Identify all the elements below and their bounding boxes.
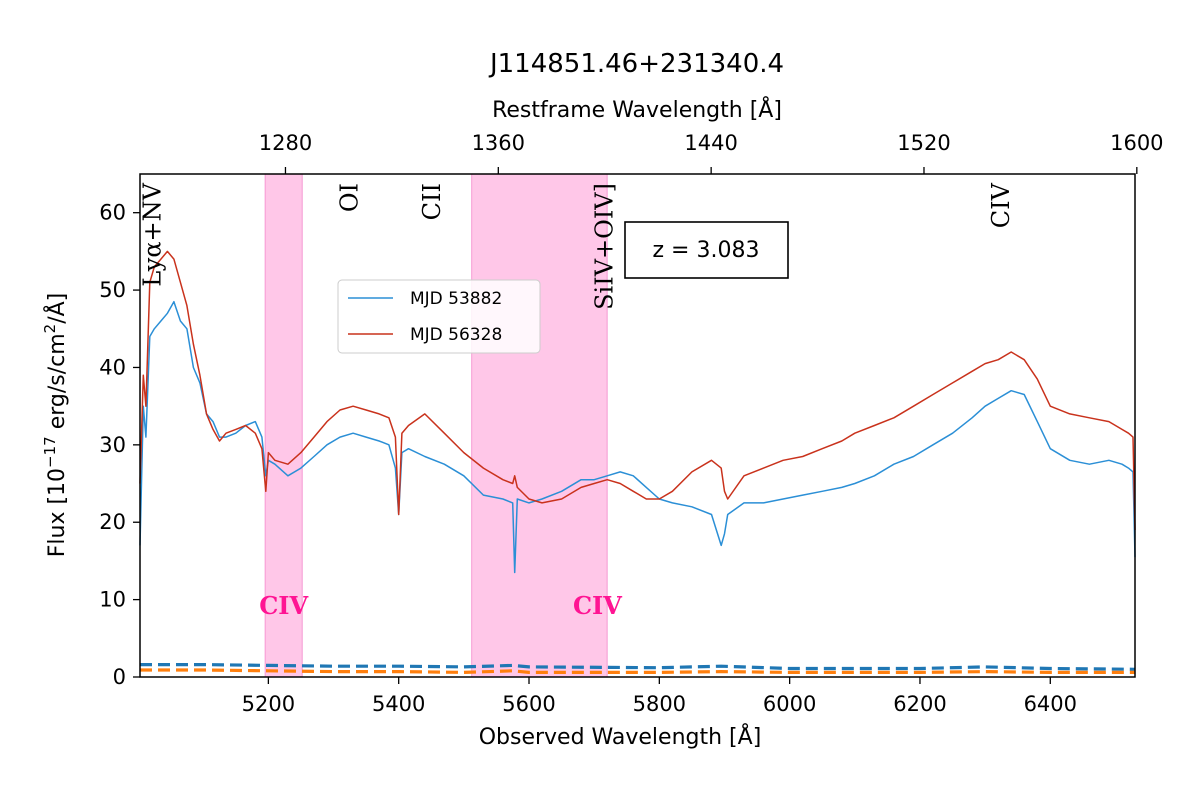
emission-label-cii: CII — [418, 183, 446, 220]
y-tick-label-50: 50 — [99, 278, 126, 302]
top-axis-label: Restframe Wavelength [Å] — [492, 96, 782, 123]
x-tick-label-6000: 6000 — [763, 692, 816, 716]
series-line-error-53882 — [140, 663, 1136, 671]
x-tick-label-5200: 5200 — [242, 692, 295, 716]
y-tick-label-40: 40 — [99, 355, 126, 379]
y-axis-label: Flux [10−17 erg/s/cm2/Å] — [41, 293, 70, 558]
legend-label-mjd-56328: MJD 56328 — [410, 325, 502, 345]
emission-label-civ: CIV — [987, 182, 1015, 228]
top-tick-label-1440: 1440 — [684, 131, 737, 155]
redshift-box: z = 3.083 — [624, 221, 789, 279]
redshift-box-frame — [624, 221, 789, 279]
absorption-band-1 — [264, 173, 303, 678]
y-axis-label-square: 2 — [41, 324, 59, 334]
top-tick-label-1280: 1280 — [259, 131, 312, 155]
y-axis-label-start: Flux [10 — [45, 468, 70, 557]
y-axis-label-end: /Å] — [43, 293, 70, 324]
plot-frame — [139, 173, 1136, 678]
x-axis-label: Observed Wavelength [Å] — [479, 723, 762, 750]
emission-label-ly-nv: Lyα+NV — [138, 182, 166, 286]
series-line-error-56328 — [140, 668, 1135, 674]
absorption-bands — [264, 173, 608, 678]
series-line-mjd-53882 — [139, 300, 1136, 574]
y-tick-label-20: 20 — [99, 510, 126, 534]
absorption-label-1: CIV — [259, 591, 308, 620]
absorption-band-2 — [471, 173, 608, 678]
x-tick-label-5800: 5800 — [633, 692, 686, 716]
emission-label-oi: OI — [335, 183, 363, 212]
y-axis-ticks: 0 10 20 30 40 50 60 — [99, 201, 140, 689]
top-tick-label-1360: 1360 — [472, 131, 525, 155]
y-tick-label-30: 30 — [99, 433, 126, 457]
absorption-label-2: CIV — [573, 591, 622, 620]
y-tick-label-0: 0 — [113, 665, 126, 689]
legend-label-mjd-53882: MJD 53882 — [410, 289, 502, 309]
series-line-mjd-56328 — [139, 250, 1136, 531]
y-tick-label-10: 10 — [99, 588, 126, 612]
x-tick-label-6200: 6200 — [893, 692, 946, 716]
y-axis-label-exponent: −17 — [41, 436, 59, 468]
x-tick-label-5400: 5400 — [372, 692, 425, 716]
chart-title: J114851.46+231340.4 — [488, 49, 784, 79]
x-tick-label-5600: 5600 — [502, 692, 555, 716]
top-axis-ticks: 1280 1360 1440 1520 1600 — [259, 131, 1164, 174]
x-tick-label-6400: 6400 — [1024, 692, 1077, 716]
redshift-label: z = 3.083 — [653, 238, 760, 263]
absorption-labels: CIV CIV — [259, 591, 622, 620]
top-tick-label-1600: 1600 — [1110, 131, 1163, 155]
y-tick-label-60: 60 — [99, 201, 126, 225]
emission-line-labels: Lyα+NV OI CII SiIV+OIV] CIV — [138, 182, 1015, 310]
x-axis-ticks: 5200 5400 5600 5800 6000 6200 6400 — [242, 677, 1077, 716]
y-axis-label-units: erg/s/cm — [45, 333, 70, 436]
legend: MJD 53882 MJD 56328 — [337, 279, 541, 354]
spectrum-series — [139, 250, 1136, 674]
top-tick-label-1520: 1520 — [897, 131, 950, 155]
emission-label-siiv-oiv: SiIV+OIV] — [591, 183, 619, 310]
